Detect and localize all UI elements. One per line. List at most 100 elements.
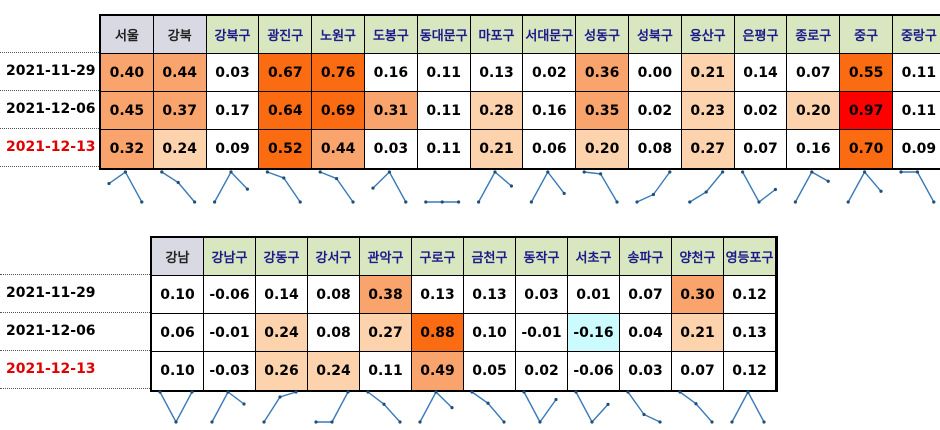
- table2-value-cell[interactable]: 0.10: [152, 352, 204, 390]
- table1-value-cell[interactable]: 0.52: [259, 130, 313, 168]
- table2-value-cell[interactable]: 0.01: [568, 276, 620, 314]
- table1-value-cell[interactable]: 0.36: [576, 54, 629, 92]
- table2-value-cell[interactable]: 0.49: [412, 352, 464, 390]
- table2-value-cell[interactable]: 0.38: [360, 276, 412, 314]
- table1-value-cell[interactable]: 0.09: [206, 130, 260, 168]
- table1-value-cell[interactable]: 0.37: [153, 92, 207, 130]
- table1-value-cell[interactable]: 0.11: [893, 54, 940, 92]
- table2-value-cell[interactable]: 0.13: [464, 276, 516, 314]
- table2-value-cell[interactable]: -0.03: [204, 352, 256, 390]
- table2-value-cell[interactable]: 0.08: [308, 314, 360, 352]
- table2-header-cell[interactable]: 강서구: [308, 238, 360, 276]
- table1-value-cell[interactable]: 0.20: [787, 92, 841, 130]
- table2-value-cell[interactable]: -0.01: [204, 314, 256, 352]
- table1-value-cell[interactable]: 0.07: [787, 54, 841, 92]
- table1-value-cell[interactable]: 0.20: [576, 130, 629, 168]
- table2-value-cell[interactable]: 0.12: [724, 276, 776, 314]
- table1-value-cell[interactable]: 0.16: [787, 130, 841, 168]
- table1-value-cell[interactable]: 0.07: [734, 130, 788, 168]
- table1-value-cell[interactable]: 0.11: [417, 92, 471, 130]
- table2-value-cell[interactable]: 0.06: [152, 314, 204, 352]
- table1-value-cell[interactable]: 0.45: [101, 92, 154, 130]
- table1-value-cell[interactable]: 0.06: [523, 130, 577, 168]
- table1-value-cell[interactable]: 0.28: [470, 92, 524, 130]
- table1-header-cell[interactable]: 서울: [101, 16, 154, 54]
- table2-header-cell[interactable]: 송파구: [620, 238, 672, 276]
- table1-header-cell[interactable]: 성동구: [576, 16, 629, 54]
- table1-header-cell[interactable]: 노원구: [312, 16, 365, 54]
- table1-value-cell[interactable]: 0.40: [101, 54, 154, 92]
- table2-value-cell[interactable]: 0.27: [360, 314, 412, 352]
- table2-value-cell[interactable]: 0.26: [256, 352, 308, 390]
- table2-header-cell[interactable]: 서초구: [568, 238, 620, 276]
- table2-value-cell[interactable]: 0.03: [620, 352, 672, 390]
- table1-value-cell[interactable]: 0.70: [840, 130, 893, 168]
- table2-value-cell[interactable]: 0.03: [516, 276, 568, 314]
- table1-value-cell[interactable]: 0.11: [417, 130, 471, 168]
- table1-header-cell[interactable]: 도봉구: [365, 16, 418, 54]
- table2-value-cell[interactable]: 0.88: [412, 314, 464, 352]
- table1-value-cell[interactable]: 0.11: [893, 92, 940, 130]
- table1-value-cell[interactable]: 0.69: [312, 92, 365, 130]
- table2-value-cell[interactable]: 0.02: [516, 352, 568, 390]
- table1-header-cell[interactable]: 종로구: [787, 16, 841, 54]
- table1-header-cell[interactable]: 서대문구: [523, 16, 577, 54]
- table2-value-cell[interactable]: 0.13: [412, 276, 464, 314]
- table2-header-cell[interactable]: 강남: [152, 238, 204, 276]
- table1-value-cell[interactable]: 0.09: [893, 130, 940, 168]
- table1-value-cell[interactable]: 0.44: [153, 54, 207, 92]
- table1-value-cell[interactable]: 0.21: [470, 130, 524, 168]
- table1-value-cell[interactable]: 0.23: [681, 92, 735, 130]
- table2-value-cell[interactable]: -0.06: [204, 276, 256, 314]
- table1-value-cell[interactable]: 0.16: [365, 54, 418, 92]
- table1-header-cell[interactable]: 광진구: [259, 16, 313, 54]
- table2-value-cell[interactable]: -0.06: [568, 352, 620, 390]
- table1-value-cell[interactable]: 0.21: [681, 54, 735, 92]
- table1-value-cell[interactable]: 0.35: [576, 92, 629, 130]
- table1-value-cell[interactable]: 0.24: [153, 130, 207, 168]
- table1-header-cell[interactable]: 마포구: [470, 16, 524, 54]
- table1-value-cell[interactable]: 0.76: [312, 54, 365, 92]
- table1-value-cell[interactable]: 0.27: [681, 130, 735, 168]
- table2-value-cell[interactable]: 0.14: [256, 276, 308, 314]
- table2-value-cell[interactable]: 0.05: [464, 352, 516, 390]
- table1-value-cell[interactable]: 0.17: [206, 92, 260, 130]
- table1-header-cell[interactable]: 용산구: [681, 16, 735, 54]
- table2-value-cell[interactable]: 0.07: [620, 276, 672, 314]
- table1-value-cell[interactable]: 0.02: [629, 92, 682, 130]
- table2-value-cell[interactable]: 0.13: [724, 314, 776, 352]
- table2-value-cell[interactable]: 0.07: [672, 352, 724, 390]
- table1-header-cell[interactable]: 중랑구: [893, 16, 940, 54]
- table2-value-cell[interactable]: 0.12: [724, 352, 776, 390]
- table2-value-cell[interactable]: 0.10: [464, 314, 516, 352]
- table2-header-cell[interactable]: 영등포구: [724, 238, 776, 276]
- table1-header-cell[interactable]: 성북구: [629, 16, 682, 54]
- table1-value-cell[interactable]: 0.14: [734, 54, 788, 92]
- table2-header-cell[interactable]: 구로구: [412, 238, 464, 276]
- table2-value-cell[interactable]: -0.16: [568, 314, 620, 352]
- table2-value-cell[interactable]: 0.11: [360, 352, 412, 390]
- table2-header-cell[interactable]: 관악구: [360, 238, 412, 276]
- table2-header-cell[interactable]: 강남구: [204, 238, 256, 276]
- table1-value-cell[interactable]: 0.64: [259, 92, 313, 130]
- table2-value-cell[interactable]: 0.08: [308, 276, 360, 314]
- table1-header-cell[interactable]: 중구: [840, 16, 893, 54]
- table1-header-cell[interactable]: 은평구: [734, 16, 788, 54]
- table2-value-cell[interactable]: 0.21: [672, 314, 724, 352]
- table1-header-cell[interactable]: 동대문구: [417, 16, 471, 54]
- table1-value-cell[interactable]: 0.11: [417, 54, 471, 92]
- table1-value-cell[interactable]: 0.02: [523, 54, 577, 92]
- table2-value-cell[interactable]: 0.04: [620, 314, 672, 352]
- table1-value-cell[interactable]: 0.08: [629, 130, 682, 168]
- table1-value-cell[interactable]: 0.55: [840, 54, 893, 92]
- table1-value-cell[interactable]: 0.32: [101, 130, 154, 168]
- table1-header-cell[interactable]: 강북구: [206, 16, 260, 54]
- table2-value-cell[interactable]: 0.24: [308, 352, 360, 390]
- table1-value-cell[interactable]: 0.97: [840, 92, 893, 130]
- table1-value-cell[interactable]: 0.31: [365, 92, 418, 130]
- table1-header-cell[interactable]: 강북: [153, 16, 207, 54]
- table1-value-cell[interactable]: 0.03: [365, 130, 418, 168]
- table2-value-cell[interactable]: 0.24: [256, 314, 308, 352]
- table1-value-cell[interactable]: 0.02: [734, 92, 788, 130]
- table2-value-cell[interactable]: 0.10: [152, 276, 204, 314]
